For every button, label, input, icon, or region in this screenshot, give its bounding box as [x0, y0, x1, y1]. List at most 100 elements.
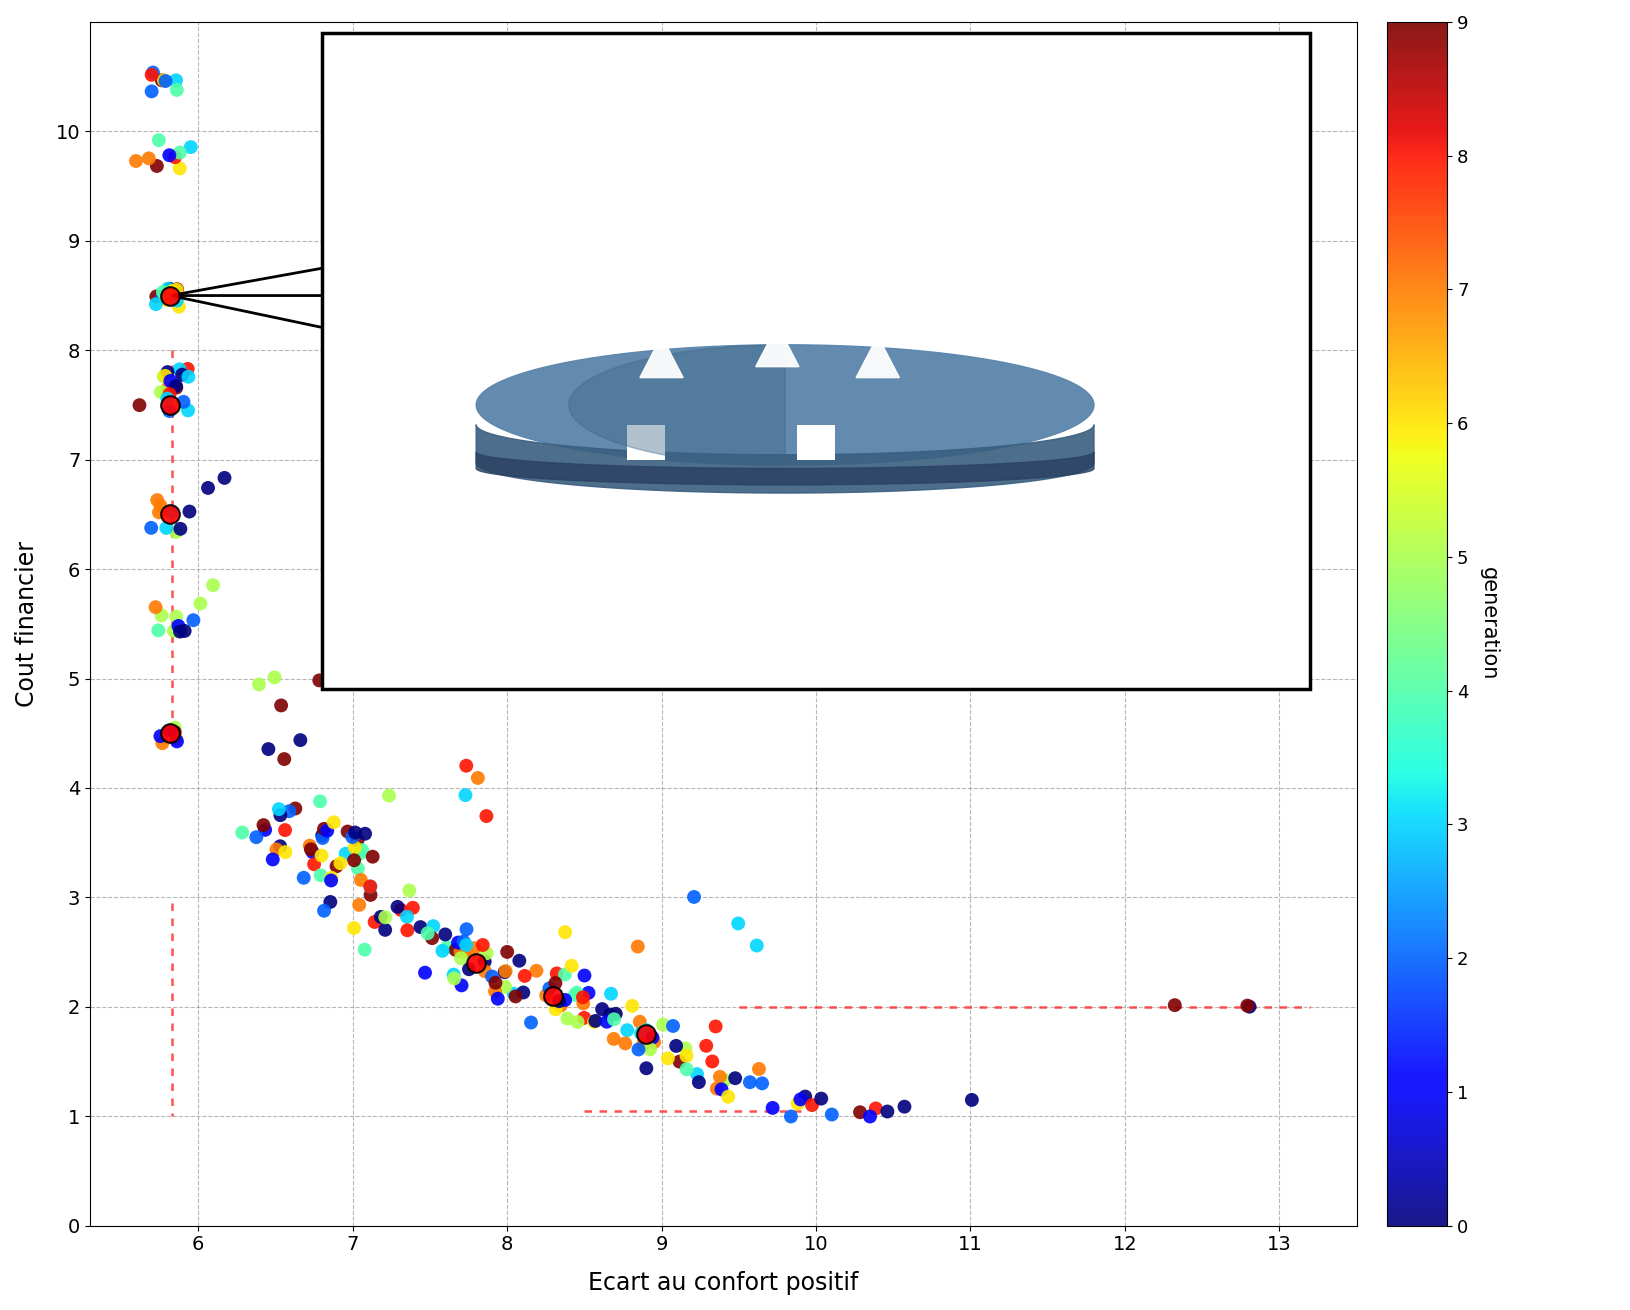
- Point: [784, 1093, 810, 1114]
- Point: [685, 1072, 711, 1093]
- Point: [140, 62, 166, 83]
- Point: [161, 147, 187, 168]
- Point: [171, 392, 197, 413]
- Point: [139, 64, 165, 85]
- Point: [453, 918, 479, 939]
- Point: [588, 998, 615, 1019]
- Point: [553, 989, 579, 1010]
- Point: [743, 935, 769, 956]
- Point: [367, 907, 393, 927]
- Point: [388, 900, 414, 921]
- Point: [624, 937, 650, 958]
- Point: [168, 519, 194, 540]
- Point: [663, 1035, 689, 1056]
- Point: [856, 1106, 882, 1127]
- Point: [196, 477, 222, 498]
- Point: [484, 988, 510, 1009]
- Point: [145, 130, 171, 151]
- Point: [628, 1023, 654, 1044]
- Point: [892, 1096, 918, 1117]
- Point: [561, 985, 587, 1006]
- Point: [155, 377, 181, 398]
- Point: [342, 823, 368, 844]
- Point: [275, 800, 302, 821]
- Point: [846, 1102, 872, 1123]
- Point: [543, 963, 569, 984]
- Point: [546, 990, 572, 1011]
- Point: [171, 621, 197, 642]
- Point: [600, 1009, 626, 1030]
- Point: [266, 799, 292, 820]
- Point: [344, 829, 370, 850]
- Point: [161, 717, 187, 738]
- Point: [341, 837, 367, 858]
- Point: [725, 913, 751, 934]
- Point: [176, 500, 202, 521]
- Point: [127, 394, 153, 415]
- Point: [673, 1058, 699, 1079]
- Point: [862, 1098, 888, 1119]
- Point: [543, 998, 569, 1019]
- Point: [155, 362, 181, 383]
- Point: [429, 941, 455, 962]
- Point: [419, 927, 445, 948]
- Polygon shape: [476, 345, 1094, 465]
- Point: [246, 673, 272, 694]
- Point: [601, 1003, 628, 1024]
- Point: [156, 401, 183, 422]
- Point: [874, 1100, 900, 1121]
- Polygon shape: [856, 337, 898, 377]
- Point: [748, 1073, 774, 1094]
- Point: [575, 982, 601, 1003]
- Point: [580, 1011, 606, 1032]
- Point: [551, 922, 577, 943]
- Point: [341, 850, 367, 871]
- Point: [311, 900, 337, 921]
- Point: [787, 1089, 813, 1110]
- Point: [150, 365, 176, 386]
- Point: [421, 916, 447, 937]
- Point: [306, 791, 333, 812]
- Point: [357, 884, 383, 905]
- Point: [163, 731, 189, 752]
- Point: [290, 867, 316, 888]
- Point: [482, 972, 509, 993]
- Point: [344, 858, 370, 879]
- Point: [163, 80, 189, 101]
- Point: [148, 69, 174, 90]
- Point: [479, 965, 505, 986]
- Point: [161, 621, 187, 642]
- Point: [626, 1011, 652, 1032]
- Point: [328, 853, 354, 874]
- Point: [150, 69, 176, 90]
- Point: [156, 504, 183, 525]
- Point: [447, 941, 473, 962]
- Point: [452, 785, 478, 806]
- Point: [564, 982, 590, 1003]
- X-axis label: Ecart au confort positif: Ecart au confort positif: [588, 1271, 857, 1296]
- Point: [143, 490, 170, 511]
- Point: [166, 141, 192, 162]
- Point: [253, 819, 279, 840]
- Point: [597, 1005, 623, 1026]
- Point: [600, 1028, 626, 1049]
- Point: [156, 721, 183, 741]
- Point: [200, 575, 227, 596]
- Point: [282, 798, 308, 819]
- Point: [155, 722, 181, 743]
- Point: [491, 962, 517, 982]
- Point: [267, 804, 293, 825]
- Point: [156, 279, 183, 300]
- Point: [958, 1090, 985, 1111]
- Point: [161, 282, 187, 303]
- Point: [500, 984, 526, 1005]
- Point: [707, 1079, 734, 1100]
- Point: [156, 394, 183, 415]
- Point: [523, 960, 549, 981]
- Point: [445, 933, 471, 954]
- Point: [699, 1051, 725, 1072]
- Point: [603, 1003, 629, 1024]
- Point: [1234, 996, 1260, 1017]
- Point: [156, 723, 183, 744]
- Point: [394, 920, 421, 941]
